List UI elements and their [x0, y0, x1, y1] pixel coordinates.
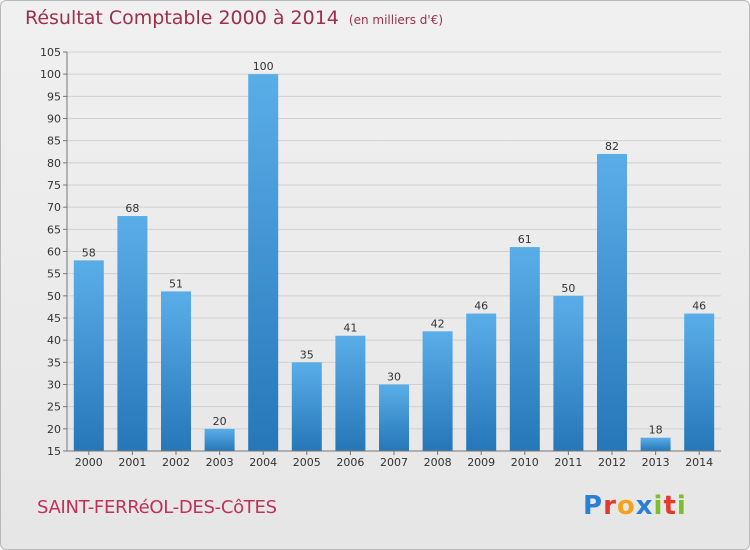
x-tick-label: 2014: [685, 456, 713, 469]
logo-letter: x: [635, 491, 654, 521]
x-tick-label: 2004: [249, 456, 277, 469]
y-tick-label: 45: [47, 312, 61, 325]
y-tick-label: 20: [47, 423, 61, 436]
y-tick-label: 25: [47, 401, 61, 414]
bar: [597, 153, 627, 451]
bar-value-label: 18: [649, 424, 663, 437]
x-tick-label: 2000: [75, 456, 103, 469]
title-row: Résultat Comptable 2000 à 2014 (en millie…: [25, 7, 443, 29]
logo-letter: i: [676, 491, 687, 521]
town-name: SAINT-FERRéOL-DES-CôTES: [37, 497, 277, 518]
bar-value-label: 42: [431, 317, 445, 330]
bar-value-label: 61: [518, 233, 532, 246]
y-tick-label: 30: [47, 379, 61, 392]
x-tick-label: 2012: [598, 456, 626, 469]
x-tick-label: 2001: [118, 456, 146, 469]
x-tick-label: 2009: [467, 456, 495, 469]
x-tick-label: 2005: [293, 456, 321, 469]
y-tick-label: 90: [47, 113, 61, 126]
y-tick-label: 40: [47, 334, 61, 347]
y-tick-label: 55: [47, 268, 61, 281]
logo-letter: i: [653, 491, 664, 521]
x-tick-label: 2007: [380, 456, 408, 469]
bar-value-label: 46: [474, 300, 488, 313]
y-tick-label: 60: [47, 246, 61, 259]
bar: [466, 313, 497, 451]
y-tick-label: 85: [47, 135, 61, 148]
x-tick-label: 2002: [162, 456, 190, 469]
x-tick-label: 2011: [554, 456, 582, 469]
logo-letter: o: [616, 491, 636, 521]
y-tick-label: 105: [40, 46, 61, 59]
bar: [204, 428, 235, 451]
chart-title: Résultat Comptable 2000 à 2014: [25, 7, 339, 29]
bar: [291, 362, 322, 451]
bar: [335, 335, 366, 451]
proxiti-logo: Proxiti: [583, 491, 687, 521]
bar-value-label: 68: [125, 202, 139, 215]
bar-value-label: 41: [343, 322, 357, 335]
bar-value-label: 20: [213, 415, 227, 428]
x-tick-label: 2013: [642, 456, 670, 469]
y-tick-label: 100: [40, 68, 61, 81]
bar-value-label: 46: [692, 300, 706, 313]
logo-letter: t: [663, 491, 677, 521]
bar: [73, 260, 104, 451]
bar-value-label: 50: [561, 282, 575, 295]
bar: [640, 437, 671, 451]
bar: [161, 291, 191, 451]
y-tick-label: 15: [47, 445, 61, 458]
x-tick-label: 2010: [511, 456, 539, 469]
y-tick-label: 80: [47, 157, 61, 170]
chart-subtitle: (en milliers d'€): [348, 13, 444, 27]
bar-value-label: 58: [82, 246, 96, 259]
bar-value-label: 51: [169, 277, 183, 290]
bar: [684, 313, 715, 451]
bar-value-label: 30: [387, 371, 401, 384]
logo-letter: r: [603, 491, 617, 521]
y-tick-label: 65: [47, 223, 61, 236]
logo-letter: P: [583, 491, 604, 521]
bar: [422, 331, 453, 451]
y-tick-label: 70: [47, 201, 61, 214]
bar: [509, 247, 540, 451]
bar: [117, 216, 148, 451]
x-tick-label: 2008: [424, 456, 452, 469]
y-tick-label: 50: [47, 290, 61, 303]
y-tick-label: 75: [47, 179, 61, 192]
bar-value-label: 35: [300, 348, 314, 361]
bar-value-label: 100: [253, 60, 274, 73]
bar-value-label: 82: [605, 140, 619, 153]
x-tick-label: 2006: [336, 456, 364, 469]
bar: [553, 295, 584, 451]
y-tick-label: 35: [47, 356, 61, 369]
bar: [379, 384, 409, 451]
y-tick-label: 95: [47, 90, 61, 103]
bar: [248, 74, 279, 452]
x-tick-label: 2003: [206, 456, 234, 469]
